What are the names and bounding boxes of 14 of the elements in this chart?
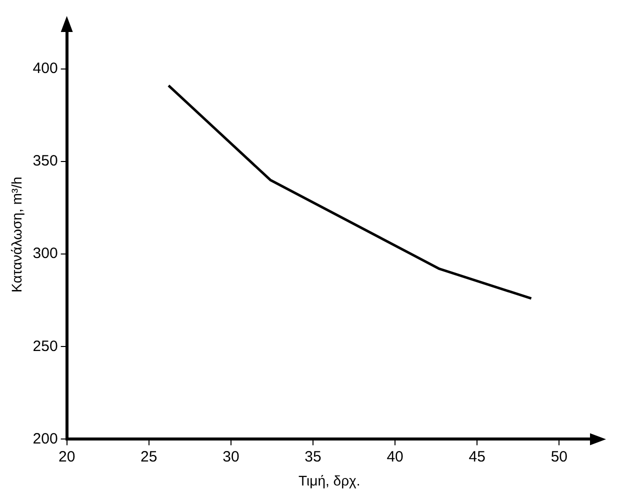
x-tick-label: 45 bbox=[468, 448, 486, 466]
y-tick-label: 350 bbox=[32, 152, 58, 170]
x-tick-label: 25 bbox=[140, 448, 158, 466]
x-tick-label: 35 bbox=[304, 448, 322, 466]
x-axis-title: Τιμή, δρχ. bbox=[298, 472, 360, 488]
y-tick-label: 400 bbox=[32, 60, 58, 78]
x-tick-label: 40 bbox=[386, 448, 404, 466]
x-tick-label: 20 bbox=[58, 448, 76, 466]
x-tick-label: 30 bbox=[222, 448, 240, 466]
y-tick-label: 300 bbox=[32, 245, 58, 262]
y-axis-title: Κατανάλωση, m³/h bbox=[8, 176, 24, 292]
y-tick-label: 250 bbox=[32, 338, 58, 355]
x-tick-label: 50 bbox=[550, 448, 568, 466]
y-tick-label: 200 bbox=[32, 430, 58, 448]
